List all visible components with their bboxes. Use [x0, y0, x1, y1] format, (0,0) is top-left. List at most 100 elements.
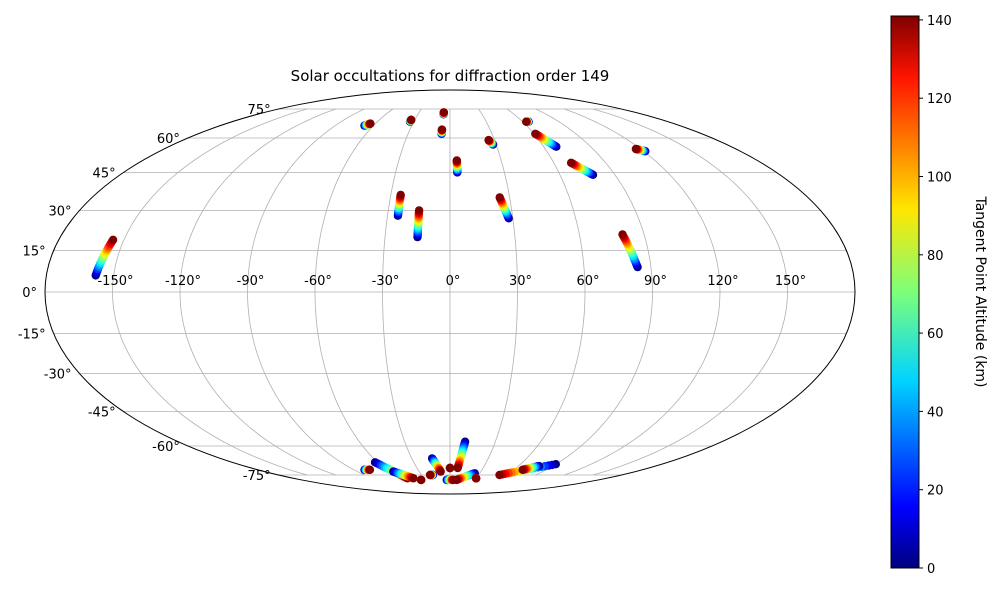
occultation-track	[452, 469, 479, 485]
occultation-point	[495, 193, 504, 202]
map-grid	[45, 108, 855, 476]
y-tick-label: -60°	[152, 440, 180, 455]
x-tick-label: 0°	[446, 274, 461, 289]
y-tick-label: 15°	[23, 245, 46, 260]
occultation-point	[484, 135, 493, 145]
chart-title: Solar occultations for diffraction order…	[291, 67, 610, 85]
x-tick-label: -150°	[97, 274, 133, 289]
meridian-line	[314, 108, 394, 476]
occultation-point	[409, 474, 418, 483]
occultation-point	[425, 470, 435, 480]
occultation-track	[531, 129, 561, 151]
map-outline	[44, 89, 856, 495]
occultation-track	[484, 135, 498, 149]
colorbar-tick-label: 20	[927, 484, 944, 499]
occultation-track	[495, 193, 513, 223]
x-tick-label: 90°	[644, 274, 667, 289]
occultation-point	[522, 117, 531, 126]
colorbar-ticks: 0 20 40 60 80 100 120 140	[919, 14, 952, 577]
occultation-track	[360, 119, 375, 130]
colorbar-tick-label: 100	[927, 171, 952, 186]
occultation-track	[631, 144, 650, 156]
occultation-point	[566, 158, 576, 167]
colorbar-tick-label: 0	[927, 562, 935, 577]
meridian-line	[535, 108, 653, 476]
occultation-point	[518, 465, 527, 474]
tick-labels: -150° -120° -90° -60° -30° 0° 30° 60° 90° 120° 150…	[18, 103, 806, 484]
x-tick-label: 30°	[509, 274, 532, 289]
occultation-track	[405, 115, 416, 126]
occultation-point	[416, 475, 426, 485]
y-tick-label: 45°	[93, 166, 116, 181]
colorbar-tick-label: 40	[927, 405, 944, 420]
occultation-point	[452, 475, 461, 485]
occultation-track	[437, 125, 447, 138]
occultation-track	[618, 230, 642, 272]
meridian-line	[247, 108, 365, 476]
colorbar-tick-label: 140	[927, 14, 952, 29]
occultation-track	[471, 474, 481, 483]
occultation-point	[365, 465, 375, 474]
occultation-point	[414, 206, 424, 215]
meridian-line	[179, 108, 336, 476]
occultation-point	[531, 129, 540, 138]
occultation-point	[436, 467, 445, 476]
occultation-track	[452, 156, 462, 177]
occultation-point	[445, 463, 455, 473]
occultation-track	[445, 463, 455, 473]
colorbar-tick-label: 60	[927, 327, 944, 342]
occultation-track	[453, 437, 470, 473]
y-tick-label: 75°	[248, 103, 271, 118]
occultation-point	[452, 156, 461, 165]
x-tick-label: 120°	[707, 274, 738, 289]
occultation-point	[453, 463, 462, 473]
y-tick-label: 30°	[48, 204, 71, 219]
meridian-line	[478, 108, 518, 476]
occultation-track	[389, 467, 418, 483]
occultation-point	[108, 235, 118, 244]
occultation-track	[427, 454, 445, 476]
meridian-line	[382, 108, 422, 476]
meridian-line	[592, 108, 788, 476]
x-tick-label: 150°	[775, 274, 806, 289]
meridian-line	[506, 108, 586, 476]
y-tick-label: -30°	[44, 368, 72, 383]
colorbar-tick-label: 80	[927, 249, 944, 264]
occultation-point	[439, 108, 448, 117]
colorbar: 0 20 40 60 80 100 120 140 Tangent Point Altitud…	[890, 14, 988, 577]
colorbar-gradient	[890, 15, 920, 569]
occultation-track	[413, 206, 424, 242]
occultation-point	[618, 230, 627, 239]
occultation-point	[437, 125, 447, 134]
y-tick-label: -75°	[243, 469, 271, 484]
occultation-track	[416, 475, 426, 485]
occultation-point	[495, 470, 504, 480]
x-tick-label: -30°	[372, 274, 400, 289]
y-tick-label: -45°	[88, 406, 116, 421]
x-tick-label: -60°	[304, 274, 332, 289]
occultation-point	[631, 144, 641, 154]
x-tick-label: -120°	[165, 274, 201, 289]
occultation-track	[425, 470, 438, 480]
occultation-point	[471, 474, 481, 483]
colorbar-label: Tangent Point Altitude (km)	[972, 195, 988, 387]
y-tick-label: -15°	[18, 327, 46, 342]
x-tick-label: -90°	[237, 274, 265, 289]
occultation-point	[366, 119, 375, 128]
y-tick-label: 60°	[157, 132, 180, 147]
x-tick-label: 60°	[576, 274, 599, 289]
occultation-point	[407, 115, 416, 125]
occultation-track	[522, 117, 533, 126]
occultation-track	[91, 235, 118, 280]
data-points	[91, 108, 650, 485]
colorbar-tick-label: 120	[927, 92, 952, 107]
occultation-point	[396, 190, 405, 200]
meridian-line	[564, 108, 721, 476]
meridian-line	[112, 108, 308, 476]
occultation-track	[360, 465, 375, 474]
occultation-track	[439, 108, 448, 119]
occultation-track	[518, 461, 544, 474]
occultation-track	[566, 158, 598, 179]
occultation-track	[393, 190, 405, 220]
